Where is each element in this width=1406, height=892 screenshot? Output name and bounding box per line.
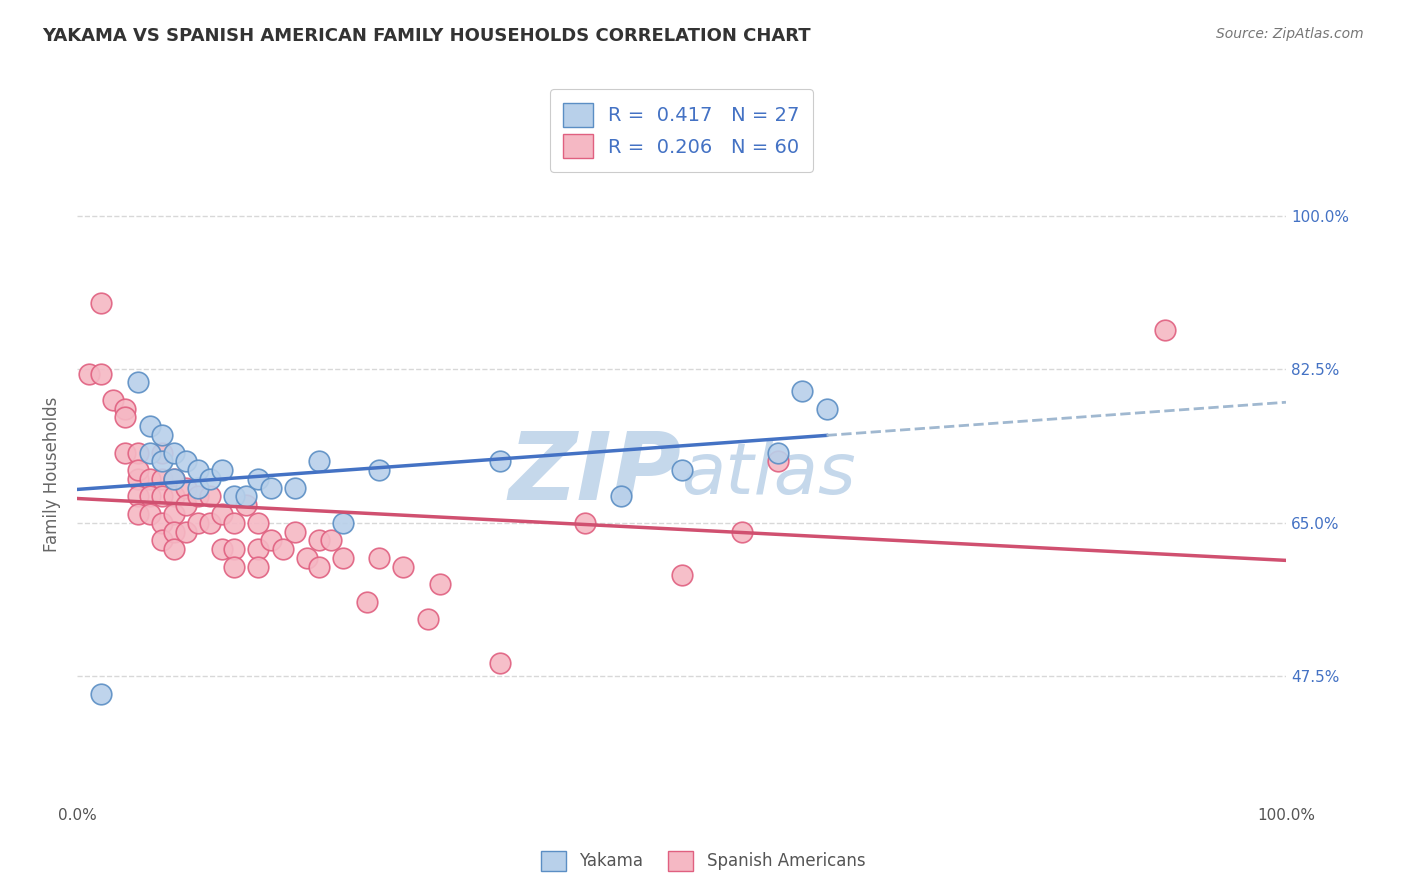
Point [368,550,391,565]
Point [187,463,209,477]
Point [224,516,246,530]
Point [150,490,173,504]
Legend: R =  0.417   N = 27, R =  0.206   N = 60: R = 0.417 N = 27, R = 0.206 N = 60 [550,89,813,171]
Point [138,507,160,521]
Point [319,533,342,548]
Point [224,559,246,574]
Point [174,524,197,539]
Point [1154,323,1177,337]
Legend: Yakama, Spanish Americans: Yakama, Spanish Americans [533,842,873,880]
Point [150,454,173,468]
Point [489,656,512,670]
Point [127,507,149,521]
Point [574,516,596,530]
Point [247,542,270,557]
Point [150,445,173,459]
Point [138,472,160,486]
Point [90,367,112,381]
Point [174,498,197,512]
Point [815,401,838,416]
Point [150,533,173,548]
Point [792,384,814,398]
Point [163,472,186,486]
Point [114,401,136,416]
Point [731,524,754,539]
Point [429,577,451,591]
Point [198,516,221,530]
Point [114,445,136,459]
Point [77,367,100,381]
Point [768,445,790,459]
Point [247,472,270,486]
Point [259,533,281,548]
Point [163,490,186,504]
Text: atlas: atlas [682,440,856,509]
Point [671,463,693,477]
Point [416,612,439,626]
Point [671,568,693,582]
Point [163,445,186,459]
Point [211,542,233,557]
Point [90,687,112,701]
Point [174,481,197,495]
Point [259,481,281,495]
Point [187,490,209,504]
Point [163,472,186,486]
Point [271,542,294,557]
Point [127,376,149,390]
Point [174,454,197,468]
Text: ZIP: ZIP [509,428,682,520]
Point [127,490,149,504]
Point [224,542,246,557]
Point [150,516,173,530]
Point [392,559,415,574]
Text: YAKAMA VS SPANISH AMERICAN FAMILY HOUSEHOLDS CORRELATION CHART: YAKAMA VS SPANISH AMERICAN FAMILY HOUSEH… [42,27,811,45]
Point [90,296,112,310]
Point [114,410,136,425]
Point [127,445,149,459]
Point [295,550,318,565]
Point [235,490,257,504]
Point [211,507,233,521]
Point [163,524,186,539]
Y-axis label: Family Households: Family Households [44,397,60,552]
Point [103,392,125,407]
Point [247,516,270,530]
Point [308,454,330,468]
Point [610,490,633,504]
Point [284,524,307,539]
Point [356,595,378,609]
Point [150,428,173,442]
Point [235,498,257,512]
Point [247,559,270,574]
Point [198,490,221,504]
Point [332,516,354,530]
Text: Source: ZipAtlas.com: Source: ZipAtlas.com [1216,27,1364,41]
Point [768,454,790,468]
Point [368,463,391,477]
Point [138,419,160,434]
Point [308,559,330,574]
Point [127,472,149,486]
Point [187,516,209,530]
Point [138,445,160,459]
Point [224,490,246,504]
Point [198,472,221,486]
Point [138,490,160,504]
Point [489,454,512,468]
Point [150,472,173,486]
Point [211,463,233,477]
Point [163,542,186,557]
Point [127,463,149,477]
Point [187,481,209,495]
Point [163,507,186,521]
Point [308,533,330,548]
Point [284,481,307,495]
Point [332,550,354,565]
